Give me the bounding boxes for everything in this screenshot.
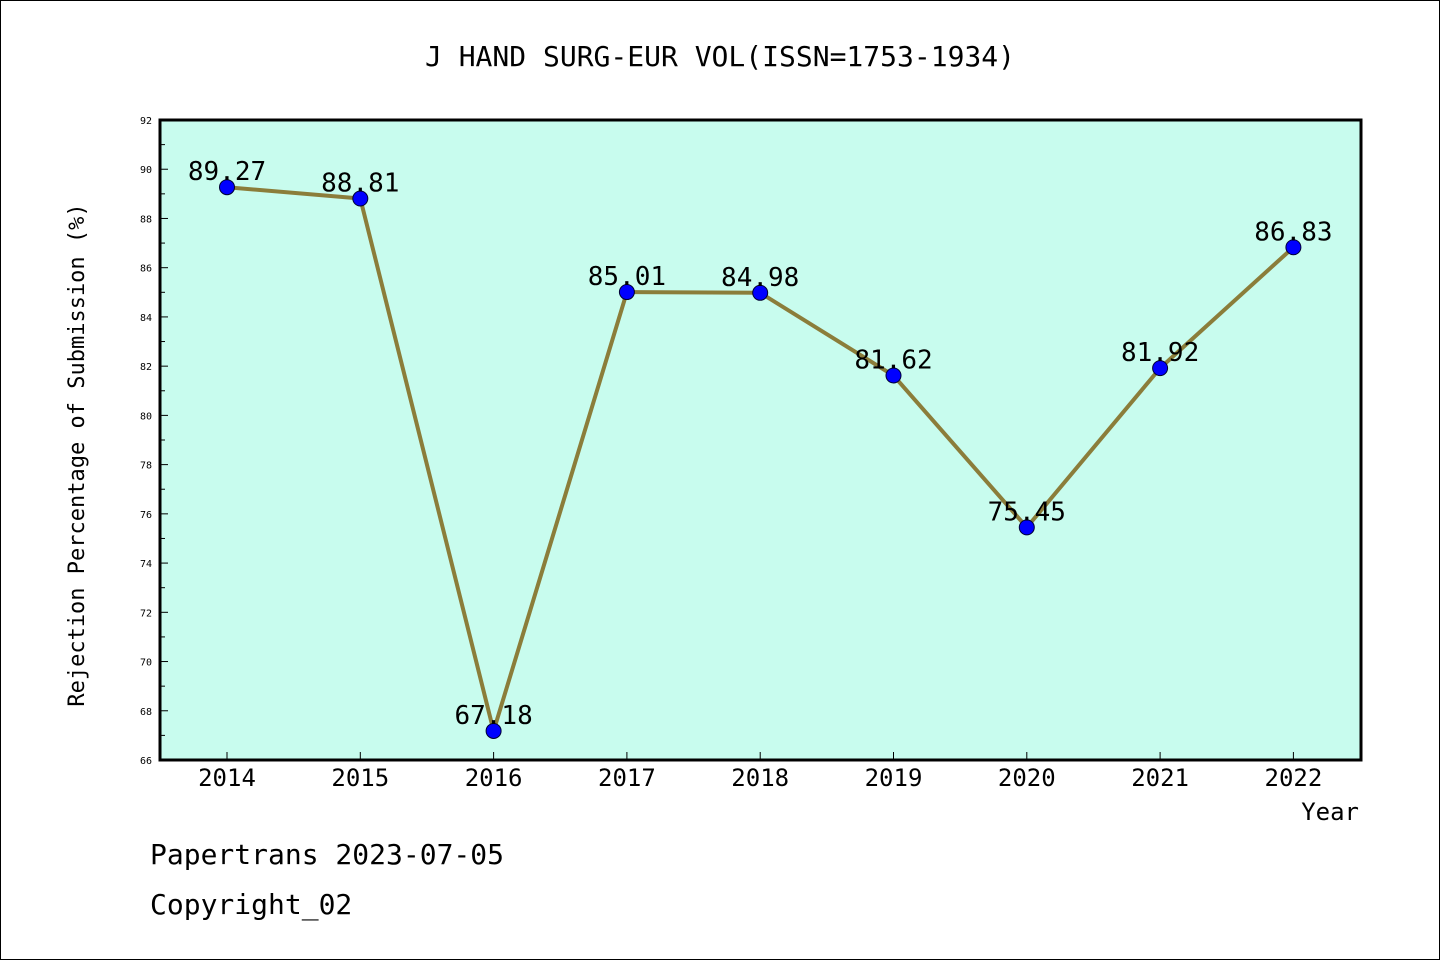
data-label: 85.01	[588, 262, 666, 292]
data-point-marker	[485, 722, 502, 739]
x-tick-label: 2022	[1265, 764, 1323, 792]
y-tick-label: 74	[140, 559, 152, 570]
data-point-marker	[618, 284, 635, 301]
x-tick-label: 2020	[998, 764, 1056, 792]
x-axis-ticks: 2014 2015 2016 2017 2018 2019 2020 2021 2022	[198, 752, 1322, 792]
data-label: 75.45	[988, 497, 1066, 527]
footer-copyright: Copyright_02	[150, 888, 352, 922]
data-point-marker	[885, 367, 902, 384]
x-tick-label: 2018	[731, 764, 789, 792]
x-tick-label: 2016	[465, 764, 523, 792]
x-tick-label: 2014	[198, 764, 256, 792]
y-tick-label: 76	[140, 510, 152, 521]
y-tick-label: 88	[140, 214, 152, 225]
y-tick-label: 78	[140, 461, 152, 472]
data-point-marker	[1018, 519, 1035, 536]
y-tick-label: 84	[140, 313, 152, 324]
data-markers	[219, 179, 1302, 739]
chart-title: J HAND SURG-EUR VOL(ISSN=1753-1934)	[425, 40, 1015, 73]
x-tick-label: 2021	[1131, 764, 1189, 792]
data-point-marker	[219, 179, 235, 196]
data-point-marker	[352, 190, 369, 207]
data-label: 88.81	[321, 169, 399, 199]
y-tick-label: 72	[140, 608, 152, 619]
y-axis-ticks: 66 68 70 72 74 76 78 80 82 84 86 88 90 92	[140, 116, 168, 767]
y-tick-label: 68	[140, 707, 152, 718]
data-point-marker	[1152, 360, 1169, 377]
x-tick-label: 2015	[331, 764, 389, 792]
y-tick-label: 90	[140, 165, 152, 176]
data-label: 89.27	[188, 157, 266, 187]
y-tick-label: 92	[140, 116, 152, 127]
footer-date: Papertrans 2023-07-05	[150, 838, 504, 871]
data-label: 81.62	[854, 346, 932, 376]
data-label: 86.83	[1254, 217, 1332, 247]
data-labels: 89.27 88.81 67.18 85.01 84.98 81.62 75.45 81.92…	[188, 157, 1333, 731]
data-point-marker	[1285, 239, 1302, 256]
data-label: 84.98	[721, 263, 799, 293]
data-label: 67.18	[454, 701, 532, 731]
y-tick-label: 66	[140, 756, 152, 767]
x-axis-label: Year	[1301, 798, 1359, 826]
x-tick-label: 2019	[865, 764, 923, 792]
data-label: 81.92	[1121, 338, 1199, 368]
data-point-marker	[752, 284, 769, 301]
y-tick-label: 86	[140, 264, 152, 275]
plot-area	[158, 118, 1363, 762]
y-tick-label: 70	[140, 658, 152, 669]
x-tick-label: 2017	[598, 764, 656, 792]
y-tick-label: 80	[140, 411, 152, 422]
y-axis-label: Rejection Percentage of Submission (%)	[65, 203, 90, 706]
y-tick-label: 82	[140, 362, 152, 373]
